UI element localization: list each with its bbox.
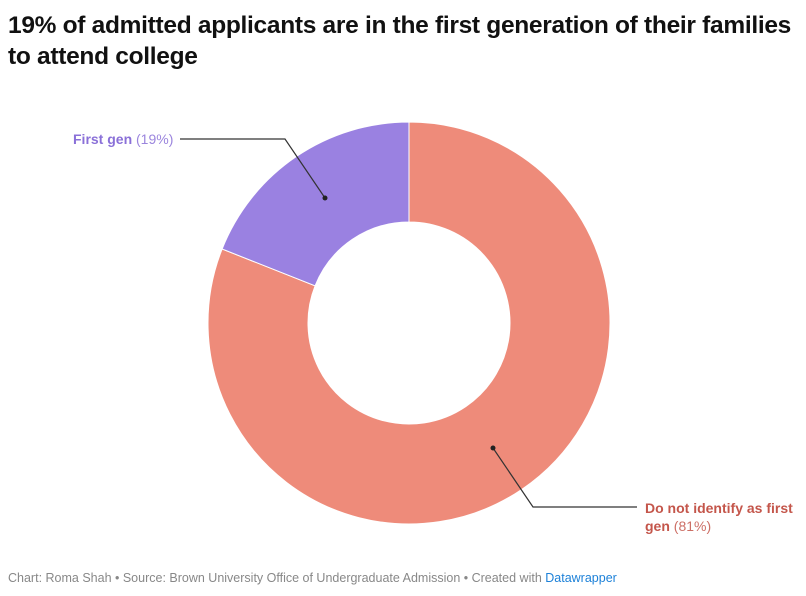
not-first-gen-leader-dot <box>490 445 496 451</box>
label-not-first-gen-value: (81%) <box>673 518 712 534</box>
chart-title: 19% of admitted applicants are in the fi… <box>8 12 791 70</box>
slice-do-not-identify-as-first-gen <box>207 121 611 525</box>
footer-credits: Chart: Roma Shah • Source: Brown Univers… <box>8 571 546 585</box>
label-first-gen-value: (19%) <box>136 131 174 147</box>
label-first-gen-name: First gen <box>73 131 133 147</box>
label-not-first-gen-name: Do not identify as first gen <box>645 500 793 534</box>
first-gen-leader-dot <box>322 195 328 201</box>
first-gen-leader-line <box>180 138 326 199</box>
not-first-gen-leader-line <box>492 447 637 508</box>
label-not-first-gen: Do not identify as first gen (81%) <box>645 499 805 535</box>
datawrapper-link[interactable]: Datawrapper <box>545 571 617 585</box>
slice-first-gen <box>221 121 410 287</box>
label-first-gen: First gen (19%) <box>73 130 173 148</box>
footer: Chart: Roma Shah • Source: Brown Univers… <box>8 571 617 585</box>
